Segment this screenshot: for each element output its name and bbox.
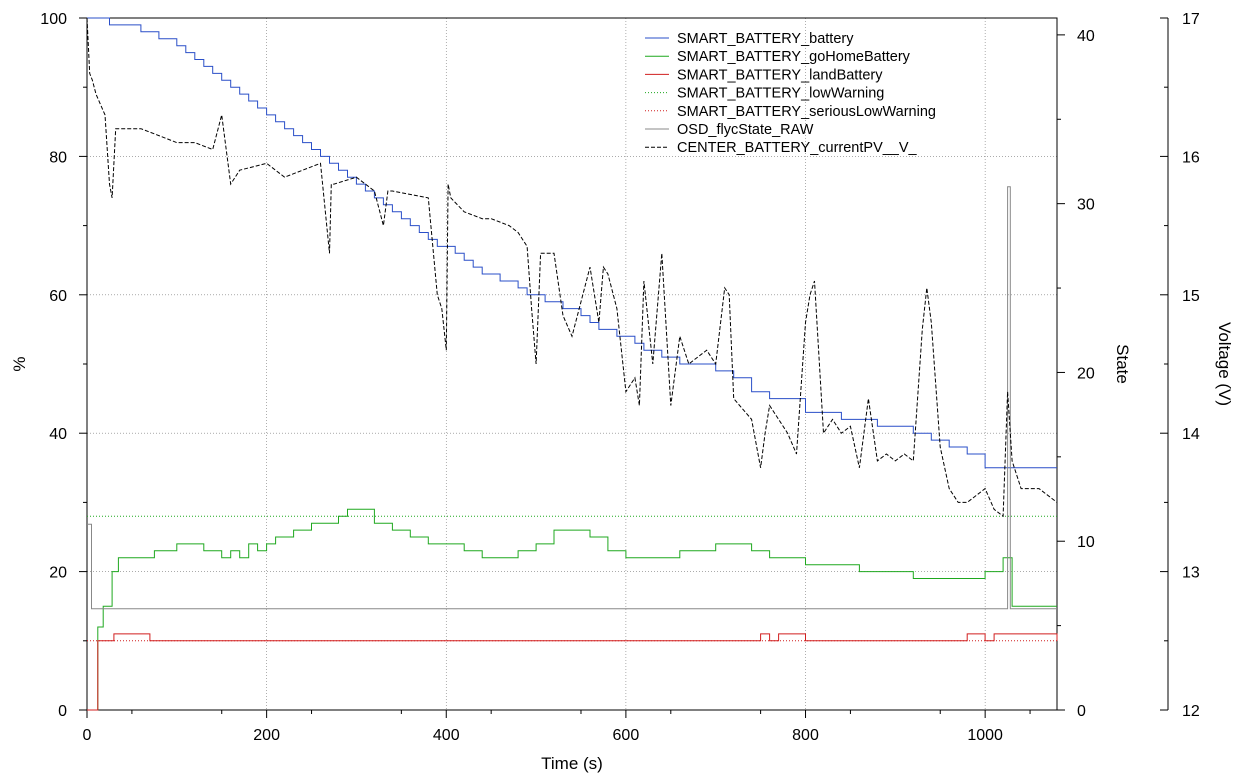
y-left-tick-label: 80 (49, 149, 67, 166)
legend-label-3: SMART_BATTERY_lowWarning (677, 86, 884, 102)
ticks: 0 200 400 600 800 100002040608010001020304012… (40, 11, 1200, 744)
x-tick-label: 400 (433, 727, 460, 744)
y-voltage-tick-label: 17 (1182, 11, 1200, 28)
x-tick-label: 0 (83, 727, 92, 744)
series (86, 17, 1058, 711)
x-tick-label: 200 (253, 727, 280, 744)
legend-label-1: SMART_BATTERY_goHomeBattery (677, 49, 911, 65)
y-voltage-tick-label: 15 (1182, 288, 1200, 305)
y-state-tick-label: 0 (1077, 703, 1086, 720)
legend-label-5: OSD_flycState_RAW (677, 122, 814, 138)
legend-label-0: SMART_BATTERY_battery (677, 31, 854, 47)
x-tick-label: 1000 (967, 727, 1003, 744)
y-voltage-tick-label: 14 (1182, 426, 1200, 443)
series-line-6 (86, 17, 1058, 518)
y-voltage-tick-label: 16 (1182, 149, 1200, 166)
series-line-5 (87, 186, 1057, 610)
y-state-tick-label: 40 (1077, 28, 1095, 45)
y-state-axis-label: State (1113, 344, 1132, 384)
y-voltage-axis-label: Voltage (V) (1215, 322, 1234, 406)
y-state-tick-label: 30 (1077, 197, 1095, 214)
plot-frame (86, 17, 1058, 711)
y-left-tick-label: 40 (49, 426, 67, 443)
axes (86, 17, 1169, 711)
y-left-tick-label: 60 (49, 288, 67, 305)
legend-label-4: SMART_BATTERY_seriousLowWarning (677, 104, 936, 120)
legend: SMART_BATTERY_battery SMART_BATTERY_goHom… (645, 31, 936, 156)
y-left-axis-label: % (10, 356, 29, 371)
x-axis-label: Time (s) (541, 754, 603, 773)
legend-label-6: CENTER_BATTERY_currentPV__V_ (677, 140, 918, 156)
y-voltage-tick-label: 13 (1182, 565, 1200, 582)
y-voltage-tick-label: 12 (1182, 703, 1200, 720)
y-left-tick-label: 20 (49, 565, 67, 582)
x-tick-label: 800 (792, 727, 819, 744)
y-left-tick-label: 0 (58, 703, 67, 720)
x-tick-label: 600 (613, 727, 640, 744)
series-line-0 (87, 17, 1057, 469)
grid (87, 18, 1057, 710)
series-line-1 (87, 508, 1057, 711)
y-state-tick-label: 10 (1077, 534, 1095, 551)
y-state-tick-label: 20 (1077, 365, 1095, 382)
series-line-2 (87, 633, 1058, 711)
y-left-tick-label: 100 (40, 11, 67, 28)
legend-label-2: SMART_BATTERY_landBattery (677, 67, 883, 83)
